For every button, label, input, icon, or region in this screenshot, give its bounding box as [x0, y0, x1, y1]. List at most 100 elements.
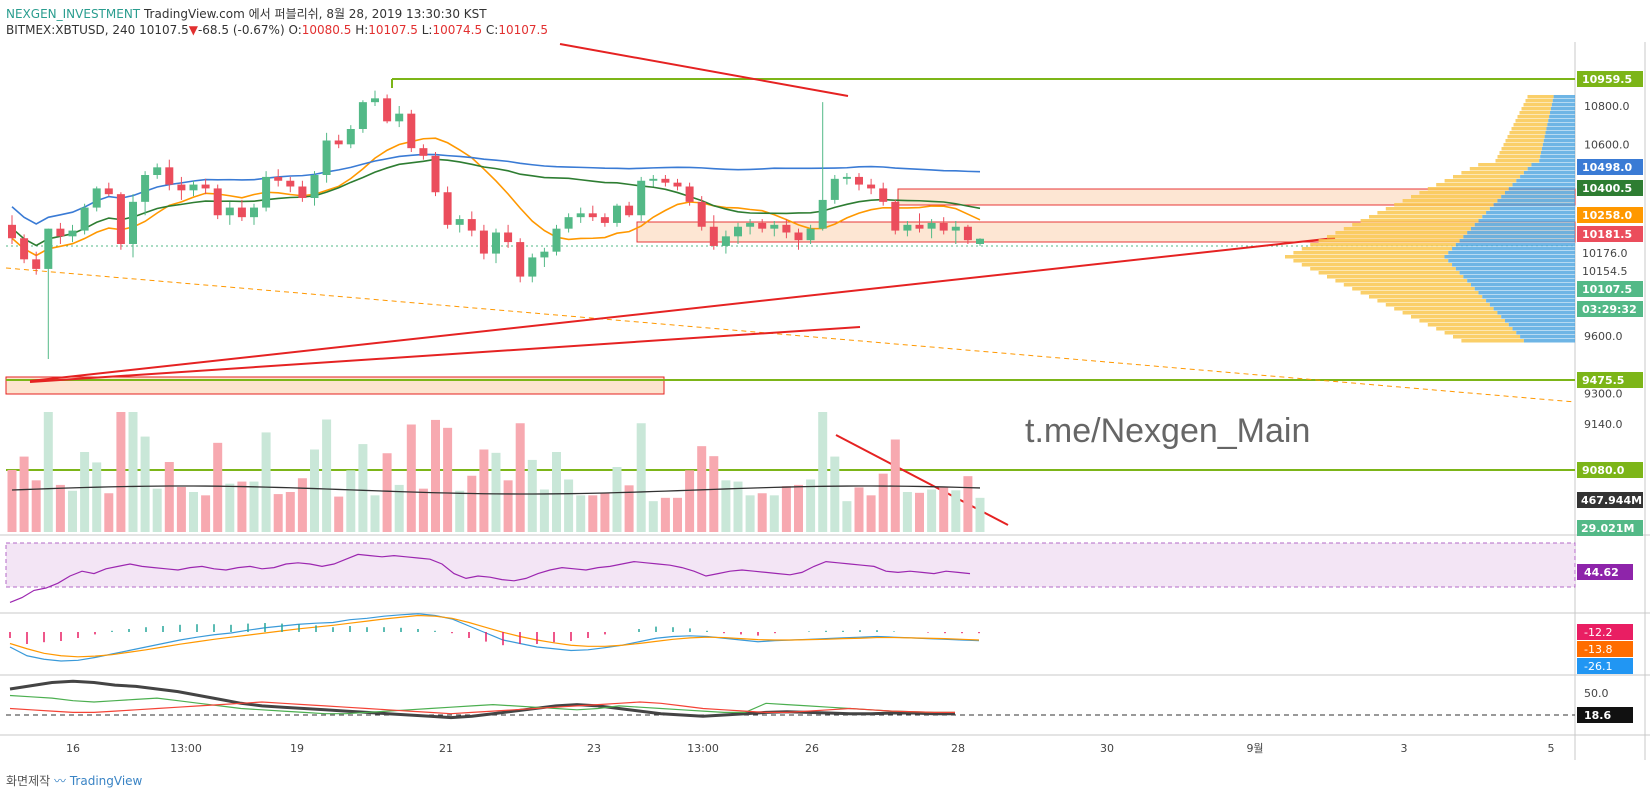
candle-body	[80, 207, 89, 231]
volume-bar	[322, 419, 332, 532]
vp-bar-down	[1318, 271, 1460, 275]
vp-bar-down	[1394, 203, 1494, 207]
symbol-label[interactable]: BITMEX:XBTUSD, 240	[6, 23, 136, 37]
volume-ma-line	[11, 485, 981, 495]
vp-bar-down	[1411, 195, 1502, 199]
volume-bar	[769, 495, 779, 532]
volume-bar	[406, 424, 416, 532]
volume-bar	[189, 492, 198, 532]
vp-bar-up	[1539, 159, 1575, 163]
vp-bar-up	[1545, 131, 1575, 135]
volume-bar	[68, 490, 77, 532]
c-value: 10107.5	[498, 23, 548, 37]
candle-body	[528, 257, 537, 277]
x-tick-label: 16	[66, 742, 80, 755]
vp-bar-down	[1419, 191, 1505, 195]
vp-bar-up	[1504, 319, 1575, 323]
volume-bar	[43, 412, 53, 532]
price-change: -68.5 (-0.67%)	[197, 23, 285, 37]
vp-bar-up	[1448, 251, 1575, 255]
author-link[interactable]: NEXGEN_INVESTMENT	[6, 7, 141, 21]
volume-bar	[733, 481, 743, 532]
time-axis[interactable]: 16 13:00 19 21 23 13:00 26 28 30 9월 3 5	[66, 742, 1555, 755]
vp-bar-down	[1301, 247, 1453, 251]
candles	[8, 90, 984, 359]
rsi-line	[9, 553, 971, 603]
volume-bar	[370, 495, 380, 532]
volume-bar	[854, 487, 864, 532]
trend-line-support	[29, 237, 1336, 382]
dmi-pane	[9, 679, 955, 720]
rsi-pane	[9, 553, 971, 603]
last-price: 10107.5	[139, 23, 189, 37]
volume-bar	[394, 484, 404, 532]
vp-bar-down	[1293, 259, 1449, 263]
candle-body	[721, 236, 730, 246]
candle-body	[383, 98, 392, 122]
vp-bar-down	[1419, 319, 1505, 323]
vp-bar-up	[1542, 143, 1575, 147]
candle-body	[673, 182, 682, 187]
volume-bar	[600, 493, 610, 532]
candle-body	[92, 188, 101, 208]
candle-body	[891, 201, 900, 231]
price-tag	[1577, 301, 1643, 317]
price-tag	[1577, 226, 1643, 242]
ma-orange-line	[11, 137, 981, 257]
vp-bar-up	[1520, 335, 1575, 339]
vp-bar-down	[1343, 283, 1471, 287]
vp-bar-up	[1470, 283, 1575, 287]
volume-bar	[539, 489, 549, 532]
vp-bar-up	[1543, 139, 1575, 143]
vp-bar-up	[1523, 339, 1575, 343]
tradingview-link[interactable]: TradingView	[69, 774, 143, 788]
candle-body	[419, 148, 428, 156]
vp-bar-down	[1402, 199, 1498, 203]
volume-bar	[842, 501, 852, 532]
volume-bar	[527, 459, 537, 532]
volume-bar	[927, 489, 937, 532]
vp-bar-up	[1550, 111, 1575, 115]
trend-line-top	[559, 43, 849, 97]
price-tag-label: 10181.5	[1582, 228, 1632, 241]
vp-bar-up	[1493, 307, 1575, 311]
volume-bar	[80, 452, 90, 532]
price-tag	[1577, 159, 1643, 175]
candle-body	[44, 228, 53, 269]
vp-bar-down	[1461, 171, 1524, 175]
vp-bar-up	[1546, 127, 1575, 131]
vp-bar-up	[1512, 327, 1575, 331]
down-arrow-icon: ▼	[188, 23, 198, 37]
vp-bar-down	[1369, 215, 1483, 219]
chart-frame	[0, 42, 1650, 760]
candle-body	[867, 184, 876, 189]
price-tag-label: 10176.0	[1582, 247, 1628, 260]
vp-bar-up	[1463, 275, 1575, 279]
vp-bar-up	[1497, 199, 1575, 203]
vp-bar-down	[1503, 143, 1543, 147]
candle-body	[467, 219, 476, 231]
candle-body	[879, 188, 888, 202]
x-tick-label: 13:00	[170, 742, 202, 755]
candle-body	[455, 219, 464, 225]
vp-bar-up	[1508, 323, 1575, 327]
vp-bar-down	[1469, 167, 1528, 171]
price-tag-label: 10498.0	[1582, 161, 1632, 174]
vp-bar-up	[1470, 227, 1575, 231]
vp-bar-up	[1520, 175, 1575, 179]
x-tick-label: 9월	[1246, 742, 1263, 755]
vp-bar-up	[1486, 211, 1575, 215]
trend-line-support-2	[29, 326, 861, 383]
vp-bar-up	[1478, 219, 1575, 223]
volume-bar	[140, 436, 150, 532]
price-axis[interactable]: 10800.0 10600.0 9600.0 9300.0 9140.0 10959.5 1…	[1577, 71, 1643, 723]
dmi-tick-label: 50.0	[1584, 687, 1609, 700]
candle-body	[165, 167, 174, 185]
volume-bar	[963, 476, 973, 532]
vp-bar-down	[1515, 119, 1549, 123]
vp-bar-down	[1521, 107, 1551, 111]
price-tag-label: 9475.5	[1582, 374, 1624, 387]
candle-body	[371, 98, 379, 103]
candle-body	[310, 175, 319, 198]
